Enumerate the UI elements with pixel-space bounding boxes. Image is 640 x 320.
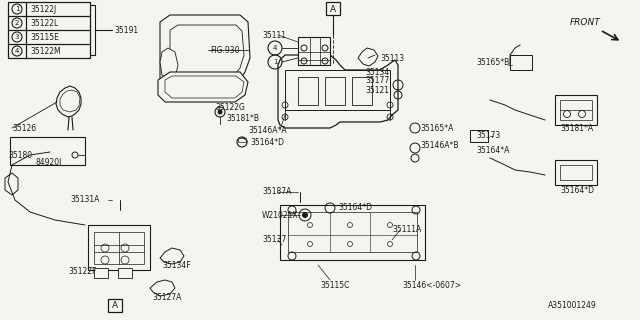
Bar	[285, 70, 390, 110]
Bar	[8, 2, 90, 58]
Text: 35146A*A: 35146A*A	[248, 125, 287, 134]
Text: 35127A: 35127A	[152, 293, 181, 302]
Text: FRONT: FRONT	[570, 18, 601, 27]
Bar	[555, 95, 597, 125]
Polygon shape	[170, 25, 244, 80]
Polygon shape	[160, 248, 184, 264]
Bar	[298, 37, 330, 65]
Bar	[555, 160, 597, 185]
Bar	[118, 268, 132, 278]
Text: 35122M: 35122M	[30, 46, 61, 55]
Text: 35113: 35113	[380, 53, 404, 62]
Text: 84920I: 84920I	[35, 157, 61, 166]
Polygon shape	[165, 76, 244, 98]
Polygon shape	[160, 48, 178, 80]
Polygon shape	[56, 86, 81, 117]
Polygon shape	[160, 15, 250, 88]
Text: 35134F: 35134F	[162, 260, 191, 269]
Bar	[108, 299, 122, 312]
Bar	[560, 165, 592, 180]
Text: 35137: 35137	[262, 236, 286, 244]
Text: 35165*B: 35165*B	[476, 58, 509, 67]
Circle shape	[218, 110, 222, 114]
Bar	[470, 130, 488, 142]
Polygon shape	[5, 173, 18, 195]
Text: W21021X: W21021X	[262, 211, 299, 220]
Text: 35115C: 35115C	[320, 281, 349, 290]
Text: A: A	[330, 4, 336, 13]
Polygon shape	[150, 280, 175, 296]
Bar	[326, 2, 340, 15]
Text: 35122J: 35122J	[30, 4, 56, 13]
Bar	[352, 77, 372, 105]
Bar	[560, 100, 592, 120]
Bar	[88, 225, 150, 270]
Text: 35126: 35126	[12, 124, 36, 132]
Text: 1: 1	[273, 59, 277, 65]
Text: 35122G: 35122G	[215, 102, 245, 111]
Text: 35115E: 35115E	[30, 33, 59, 42]
Text: 35180: 35180	[8, 150, 32, 159]
Text: 4: 4	[15, 48, 19, 54]
Polygon shape	[158, 72, 248, 102]
Text: A: A	[112, 301, 118, 310]
Circle shape	[303, 212, 307, 218]
Text: 35181*B: 35181*B	[226, 114, 259, 123]
Text: 35164*A: 35164*A	[476, 146, 509, 155]
Text: 35187A: 35187A	[262, 188, 291, 196]
Bar	[94, 268, 108, 278]
Bar	[94, 232, 144, 264]
Text: 35111A: 35111A	[392, 226, 421, 235]
Text: 35146A*B: 35146A*B	[420, 140, 458, 149]
Text: 1: 1	[15, 6, 19, 12]
Text: 35131A: 35131A	[70, 196, 99, 204]
Text: 2: 2	[15, 20, 19, 26]
Text: 35165*A: 35165*A	[420, 124, 453, 132]
Bar	[298, 77, 318, 105]
Text: 35173: 35173	[476, 131, 500, 140]
Text: A351001249: A351001249	[548, 300, 596, 309]
Text: 35191: 35191	[114, 26, 138, 35]
Polygon shape	[358, 48, 378, 66]
Text: 4: 4	[273, 45, 277, 51]
Text: 35134: 35134	[365, 68, 389, 76]
Text: 35111: 35111	[262, 30, 286, 39]
Text: 35122F: 35122F	[68, 268, 97, 276]
Text: 35146<-0607>: 35146<-0607>	[402, 281, 461, 290]
Bar	[510, 55, 532, 70]
Bar	[280, 205, 425, 260]
Text: 35177: 35177	[365, 76, 389, 84]
Bar	[10, 137, 85, 165]
Polygon shape	[238, 138, 246, 142]
Text: 3: 3	[15, 34, 19, 40]
Text: 35164*D: 35164*D	[250, 138, 284, 147]
Text: FIG.930: FIG.930	[210, 45, 239, 54]
Text: 35181*A: 35181*A	[560, 124, 593, 132]
Bar	[325, 77, 345, 105]
Text: 35121: 35121	[365, 85, 389, 94]
Text: 35122L: 35122L	[30, 19, 58, 28]
Bar	[288, 212, 417, 252]
Polygon shape	[278, 55, 398, 128]
Text: 35164*D: 35164*D	[560, 186, 594, 195]
Text: 35164*D: 35164*D	[338, 204, 372, 212]
